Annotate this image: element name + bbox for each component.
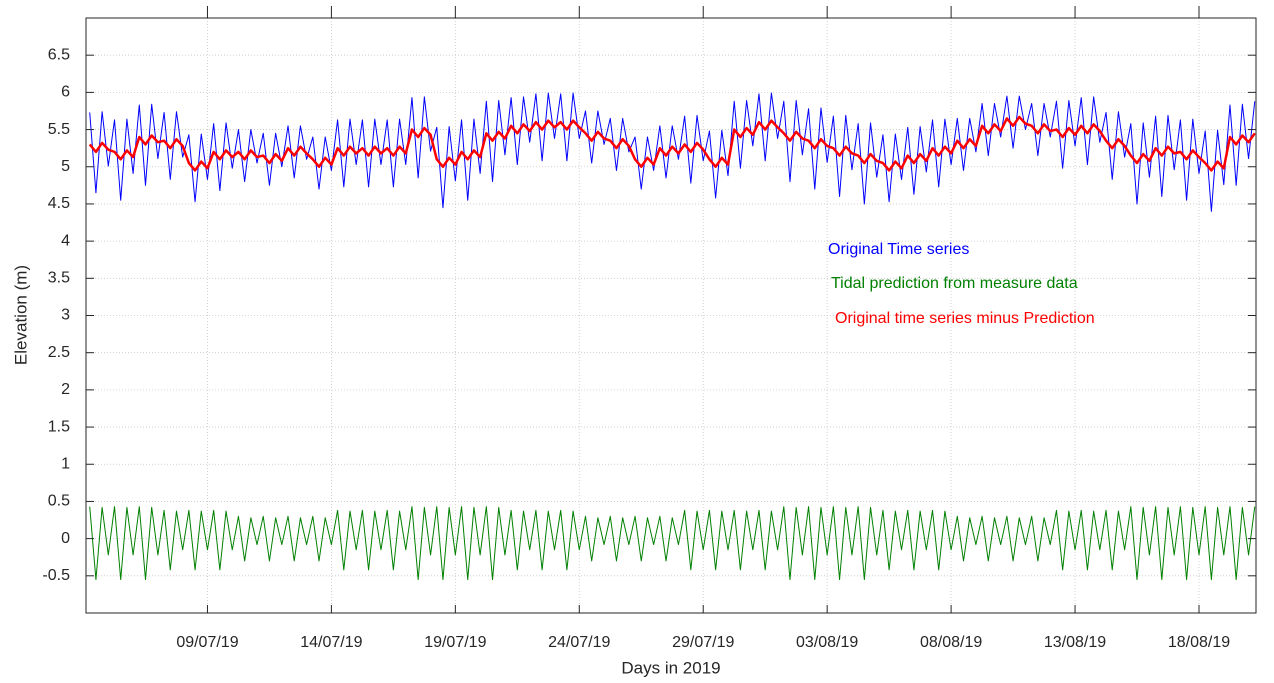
series-lines: [88, 92, 1256, 581]
y-axis-label: Elevation (m): [11, 265, 30, 365]
y-tick-label: 2.5: [48, 344, 70, 361]
y-tick-label: 3: [61, 307, 70, 324]
x-tick-label: 13/08/19: [1044, 634, 1106, 651]
y-tick-label: 0.5: [48, 493, 70, 510]
series-line: [88, 115, 1256, 172]
x-tick-label: 14/07/19: [300, 634, 362, 651]
x-tick-label: 03/08/19: [796, 634, 858, 651]
x-tick-label: 18/08/19: [1168, 634, 1230, 651]
y-tick-label: 5.5: [48, 121, 70, 138]
legend-entry: Original time series minus Prediction: [835, 310, 1095, 327]
legend-entry: Original Time series: [828, 241, 969, 258]
x-tick-label: 24/07/19: [548, 634, 610, 651]
x-tick-label: 09/07/19: [176, 634, 238, 651]
grid: [86, 18, 1256, 613]
x-tick-label: 08/08/19: [920, 634, 982, 651]
legend-entry: Tidal prediction from measure data: [831, 275, 1078, 292]
x-axis-label: Days in 2019: [621, 658, 720, 677]
y-tick-label: 1.5: [48, 418, 70, 435]
y-tick-label: -0.5: [42, 567, 70, 584]
series-line: [89, 506, 1256, 581]
y-tick-label: 4.5: [48, 195, 70, 212]
y-tick-label: 3.5: [48, 270, 70, 287]
x-tick-label: 19/07/19: [424, 634, 486, 651]
y-tick-label: 4: [61, 232, 70, 249]
y-tick-label: 6: [61, 84, 70, 101]
y-tick-label: 2: [61, 381, 70, 398]
y-tick-label: 1: [61, 455, 70, 472]
y-tick-label: 0: [61, 530, 70, 547]
y-tick-label: 6.5: [48, 46, 70, 63]
y-tick-label: 5: [61, 158, 70, 175]
x-tick-label: 29/07/19: [672, 634, 734, 651]
series-line: [89, 92, 1256, 212]
